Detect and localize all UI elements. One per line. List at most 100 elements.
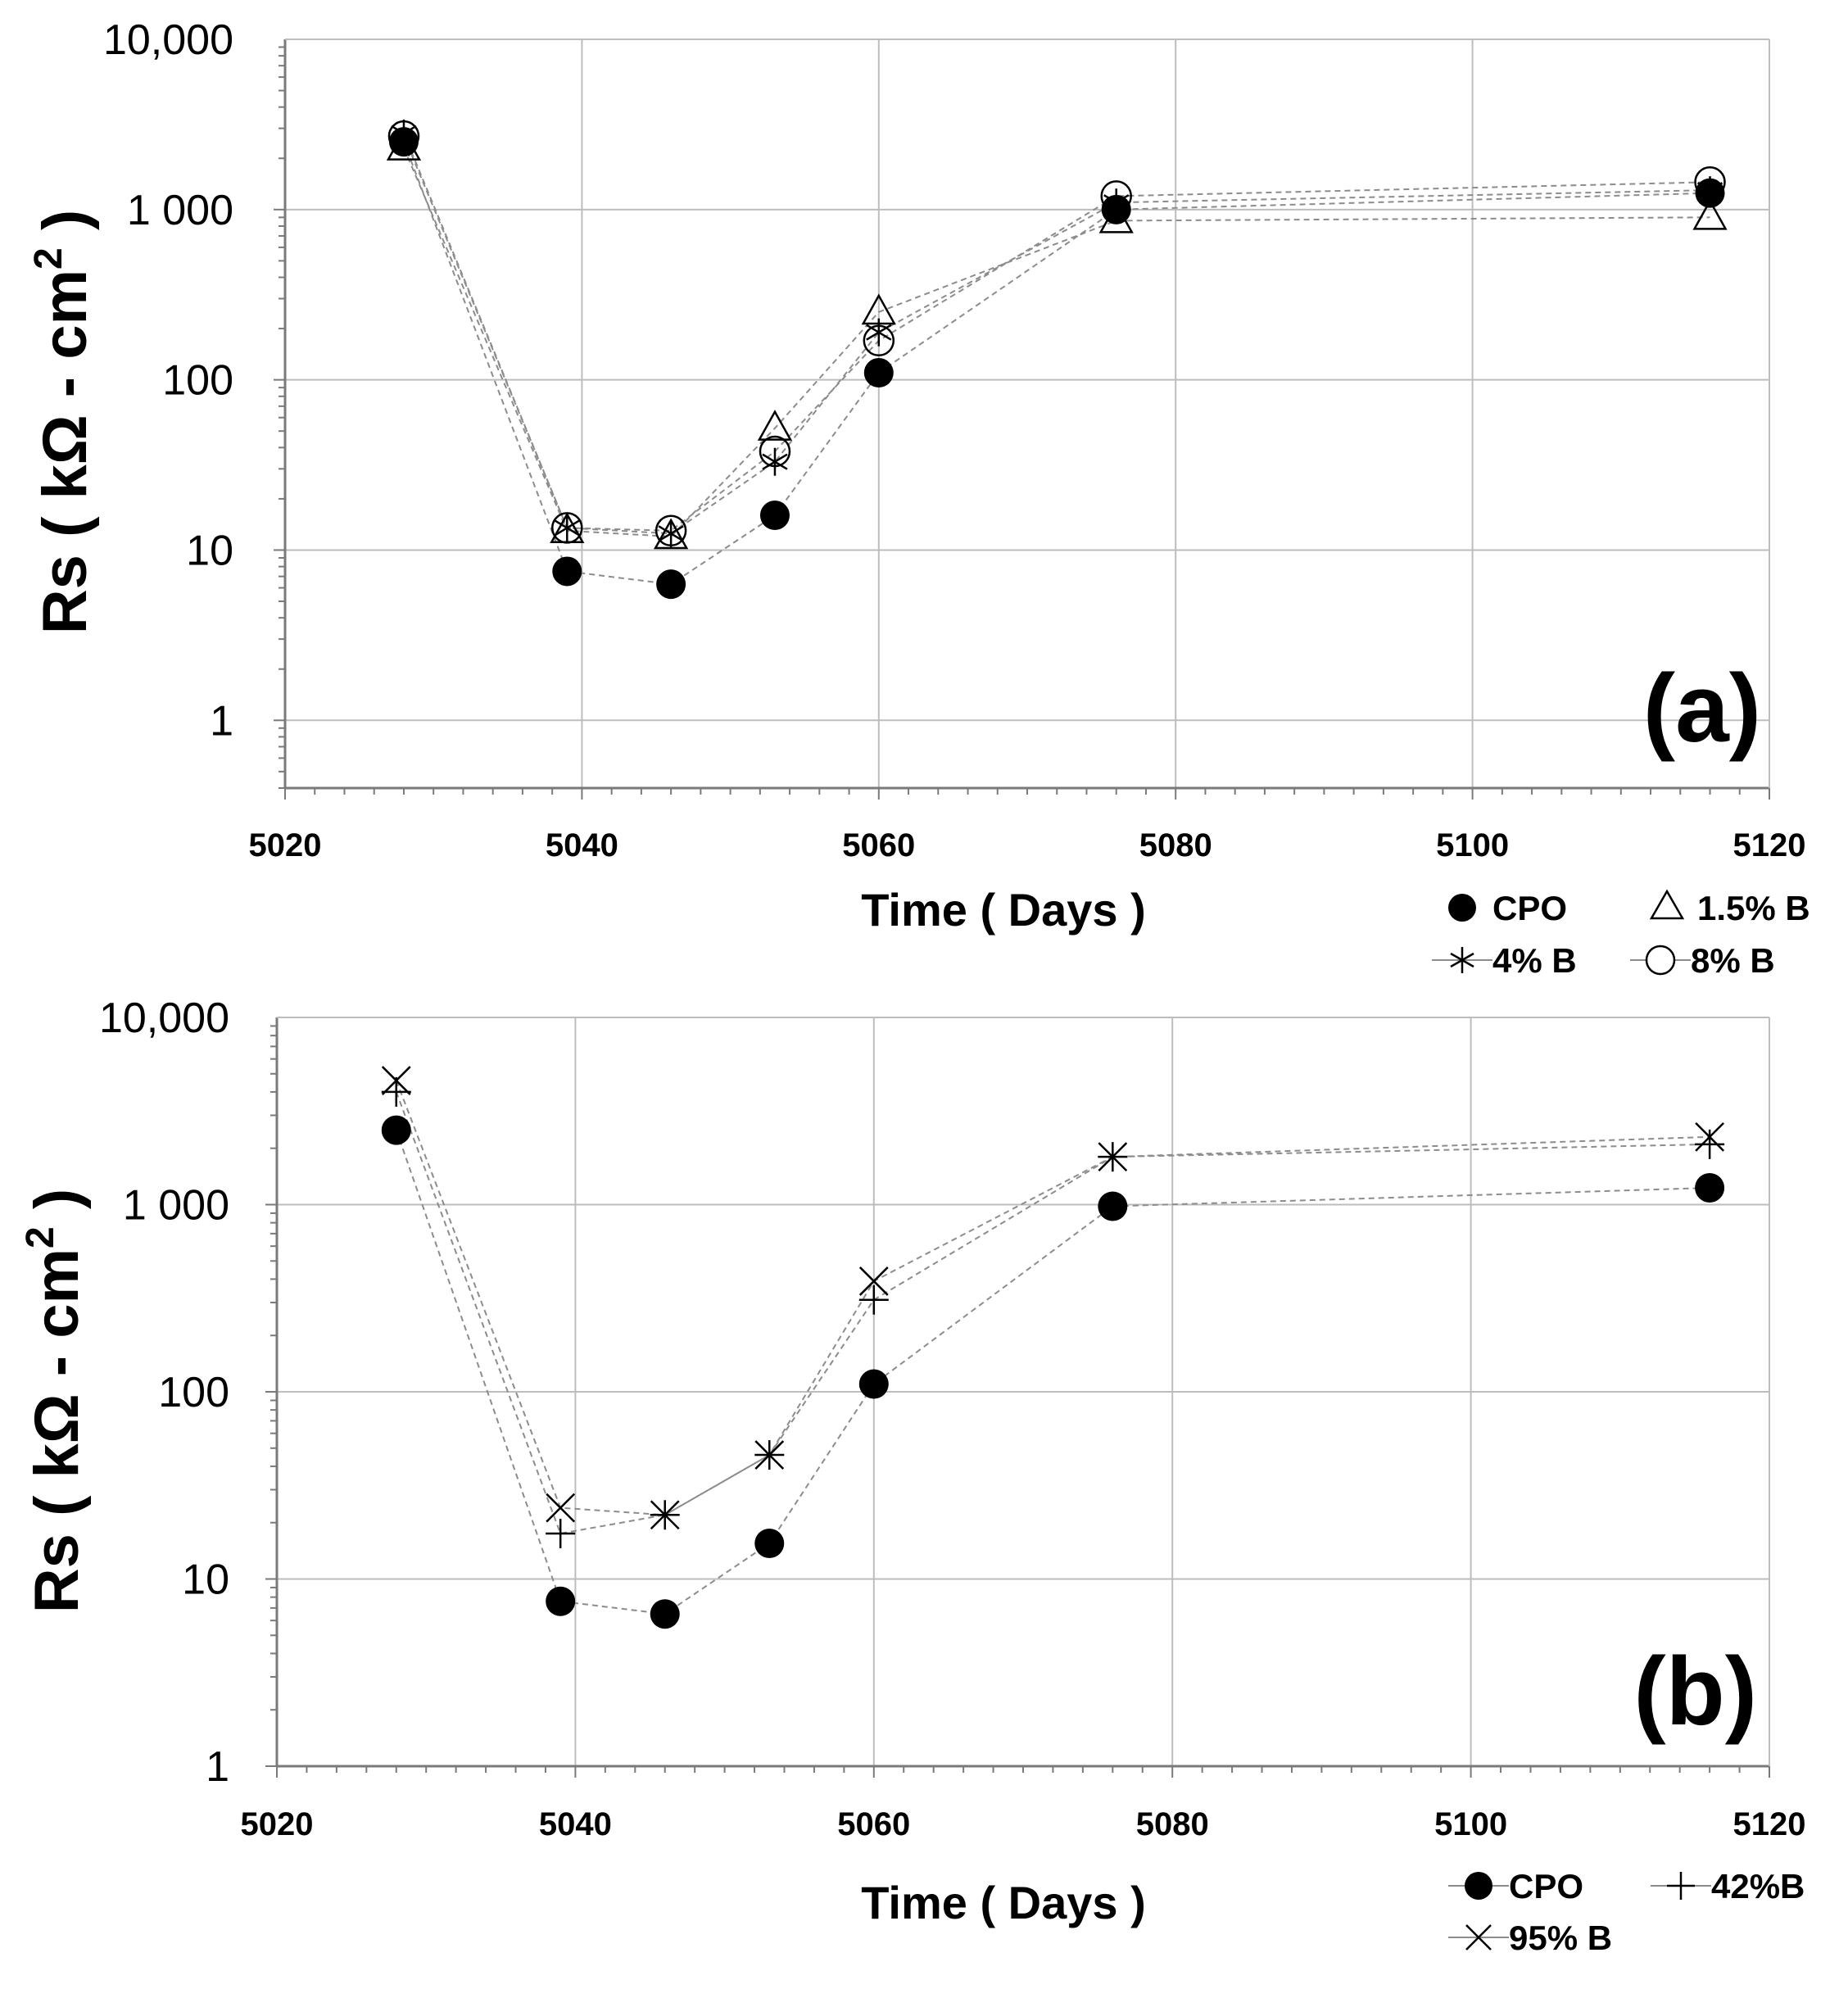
y-axis-label-a-main: Rs ( kΩ - cm (30, 270, 100, 634)
x-tick-label: 5040 (539, 1806, 612, 1842)
legend-a-4b-label: 4% B (1492, 941, 1577, 980)
y-axis-label-b-main: Rs ( kΩ - cm (22, 1248, 92, 1613)
legend-b-42b-marker (1667, 1872, 1695, 1900)
legend-a-item-cpo: CPO (1448, 889, 1567, 927)
y-tick-label: 100 (158, 1369, 229, 1416)
y-axis-label-b-sup: 2 (19, 1226, 62, 1248)
data-point-cpo (656, 569, 686, 600)
legend-a-1-5b-marker (1649, 889, 1685, 920)
legend-b-95b-label: 95% B (1509, 1919, 1612, 1957)
x-axis-label-b: Time ( Days ) (861, 1877, 1146, 1928)
legend-a-4b-marker (1450, 947, 1474, 973)
legend-b: CPO 42%B 95% B (1448, 1867, 1805, 1957)
data-point-42-b (546, 1518, 576, 1548)
chart-panel-a: 1 10 100 1 000 10,000 5020 5040 5060 5080 5100 51… (27, 16, 1810, 980)
data-points-b (381, 1066, 1725, 1629)
y-tick-label: 10 (182, 1556, 229, 1604)
y-tick-label: 1 000 (123, 1182, 229, 1230)
x-tick-labels-a: 5020 5040 5060 5080 5100 5120 (249, 827, 1806, 863)
y-tick-label: 1 (206, 1743, 229, 1791)
data-point-8-b (551, 512, 583, 544)
x-tick-label: 5040 (546, 827, 618, 863)
data-point-cpo (754, 1529, 785, 1559)
data-point-cpo (546, 1586, 576, 1616)
data-point-cpo (1098, 1191, 1128, 1221)
data-point-95-b (1695, 1121, 1725, 1152)
y-axis-label-b-end: ) (22, 1189, 92, 1226)
data-point-1-5-b (1692, 198, 1728, 230)
legend-a: CPO 1.5% B 4% B 8% B (1432, 889, 1810, 980)
data-point-1-5-b (757, 410, 793, 441)
y-tick-label: 1 000 (127, 187, 233, 234)
y-tick-labels-b: 1 10 100 1 000 10,000 (99, 994, 229, 1791)
data-point-1-5-b (386, 129, 422, 161)
data-point-8-b (759, 435, 791, 468)
x-axis-label-a: Time ( Days ) (861, 884, 1146, 936)
legend-b-item-95b: 95% B (1448, 1919, 1612, 1957)
data-point-cpo (552, 556, 582, 587)
data-point-95-b (650, 1500, 680, 1530)
axes-a (274, 39, 1770, 800)
legend-b-95b-marker (1465, 1924, 1492, 1950)
data-points-a (386, 119, 1728, 600)
x-tick-label: 5020 (241, 1806, 314, 1842)
x-tick-label: 5100 (1434, 1806, 1507, 1842)
y-tick-label: 10,000 (99, 994, 229, 1042)
data-point-4-b (391, 119, 417, 147)
data-point-1-5-b (1098, 202, 1134, 233)
legend-b-cpo-marker (1465, 1872, 1492, 1900)
data-point-42-b (381, 1076, 411, 1107)
data-point-cpo (381, 1115, 411, 1145)
data-point-8-b (387, 120, 420, 152)
legend-b-cpo-label: CPO (1509, 1867, 1583, 1905)
y-axis-label-b: Rs ( kΩ - cm2 ) (19, 1189, 92, 1613)
data-point-95-b (858, 1266, 889, 1296)
data-point-95-b (381, 1066, 411, 1095)
data-point-8-b (654, 514, 687, 547)
legend-a-item-1-5b: 1.5% B (1649, 889, 1810, 927)
x-tick-label: 5080 (1136, 1806, 1209, 1842)
y-tick-labels-a: 1 10 100 1 000 10,000 (103, 16, 233, 745)
legend-a-item-8b: 8% B (1630, 941, 1775, 980)
legend-a-1-5b-label: 1.5% B (1697, 889, 1810, 927)
data-point-4-b (658, 519, 684, 548)
legend-a-8b-label: 8% B (1691, 941, 1775, 980)
axes-b (265, 1017, 1770, 1778)
x-tick-label: 5020 (249, 827, 322, 863)
panel-label-a: (a) (1643, 655, 1761, 763)
data-point-cpo (858, 1369, 889, 1399)
data-point-4-b (762, 447, 788, 476)
legend-b-42b-label: 42%B (1711, 1867, 1805, 1905)
legend-a-cpo-marker (1448, 894, 1476, 922)
x-tick-label: 5060 (837, 1806, 910, 1842)
data-point-8-b (1100, 180, 1132, 212)
data-point-4-b (554, 514, 580, 542)
y-axis-label-a: Rs ( kΩ - cm2 ) (27, 210, 100, 634)
data-point-42-b (1695, 1129, 1725, 1159)
legend-a-item-4b: 4% B (1432, 941, 1577, 980)
data-point-95-b (754, 1440, 785, 1470)
y-axis-label-a-sup: 2 (27, 247, 70, 270)
data-point-42-b (858, 1284, 889, 1315)
y-axis-label-a-end: ) (30, 210, 100, 247)
x-tick-label: 5060 (842, 827, 915, 863)
legend-a-cpo-label: CPO (1492, 889, 1567, 927)
chart-panel-b: 1 10 100 1 000 10,000 5020 5040 5060 5080 5100 51… (19, 994, 1805, 1957)
data-point-95-b (546, 1493, 576, 1523)
panel-label-b: (b) (1633, 1638, 1757, 1746)
y-tick-label: 10,000 (103, 16, 233, 64)
grid-a (285, 39, 1769, 788)
x-tick-labels-b: 5020 5040 5060 5080 5100 5120 (241, 1806, 1806, 1842)
data-point-8-b (1694, 166, 1726, 198)
data-point-95-b (1098, 1142, 1128, 1172)
data-point-1-5-b (653, 518, 689, 550)
x-tick-label: 5100 (1436, 827, 1509, 863)
data-point-cpo (759, 501, 790, 531)
data-point-cpo (863, 358, 894, 388)
data-point-8-b (863, 324, 895, 357)
x-tick-label: 5080 (1139, 827, 1212, 863)
x-tick-label: 5120 (1733, 827, 1806, 863)
legend-a-8b-marker (1645, 945, 1676, 976)
y-tick-label: 10 (186, 527, 233, 574)
